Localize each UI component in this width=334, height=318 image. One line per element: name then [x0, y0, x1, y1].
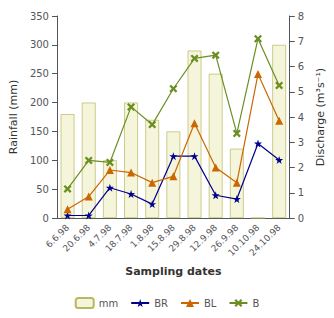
svg-text:8: 8 — [298, 11, 304, 22]
svg-text:6.6.98: 6.6.98 — [43, 222, 72, 250]
svg-text:10.10.98: 10.10.98 — [226, 222, 262, 258]
svg-text:18.7.98: 18.7.98 — [103, 222, 135, 254]
svg-text:BL: BL — [204, 298, 217, 309]
svg-text:26.9.98: 26.9.98 — [209, 222, 241, 254]
svg-text:29.8.98: 29.8.98 — [166, 222, 199, 254]
svg-text:2: 2 — [298, 162, 304, 173]
svg-text:Discharge (m³s⁻¹): Discharge (m³s⁻¹) — [314, 68, 327, 166]
svg-text:Rainfall (mm): Rainfall (mm) — [7, 80, 20, 154]
svg-text:4: 4 — [298, 112, 304, 123]
svg-text:0: 0 — [298, 213, 304, 224]
svg-text:6: 6 — [298, 61, 304, 72]
svg-text:B: B — [252, 298, 259, 309]
svg-text:0: 0 — [43, 213, 49, 224]
svg-text:200: 200 — [30, 97, 49, 108]
svg-text:300: 300 — [30, 39, 49, 50]
svg-text:1.8.98: 1.8.98 — [128, 222, 156, 250]
svg-text:1: 1 — [298, 187, 304, 198]
svg-text:350: 350 — [30, 11, 49, 22]
svg-text:50: 50 — [36, 184, 49, 195]
svg-text:7: 7 — [298, 36, 304, 47]
svg-text:12.9.98: 12.9.98 — [187, 222, 220, 254]
svg-text:5: 5 — [298, 86, 304, 97]
svg-text:mm: mm — [99, 298, 118, 309]
svg-text:250: 250 — [30, 68, 49, 79]
svg-text:Sampling dates: Sampling dates — [125, 265, 222, 278]
svg-text:24.10.98: 24.10.98 — [247, 222, 283, 258]
svg-text:3: 3 — [298, 137, 304, 148]
svg-text:BR: BR — [154, 298, 168, 309]
svg-text:100: 100 — [30, 155, 49, 166]
svg-text:20.6.98: 20.6.98 — [61, 222, 93, 254]
svg-text:4.7.98: 4.7.98 — [86, 222, 114, 250]
svg-text:150: 150 — [30, 126, 49, 137]
svg-text:15.8.98: 15.8.98 — [145, 222, 177, 254]
